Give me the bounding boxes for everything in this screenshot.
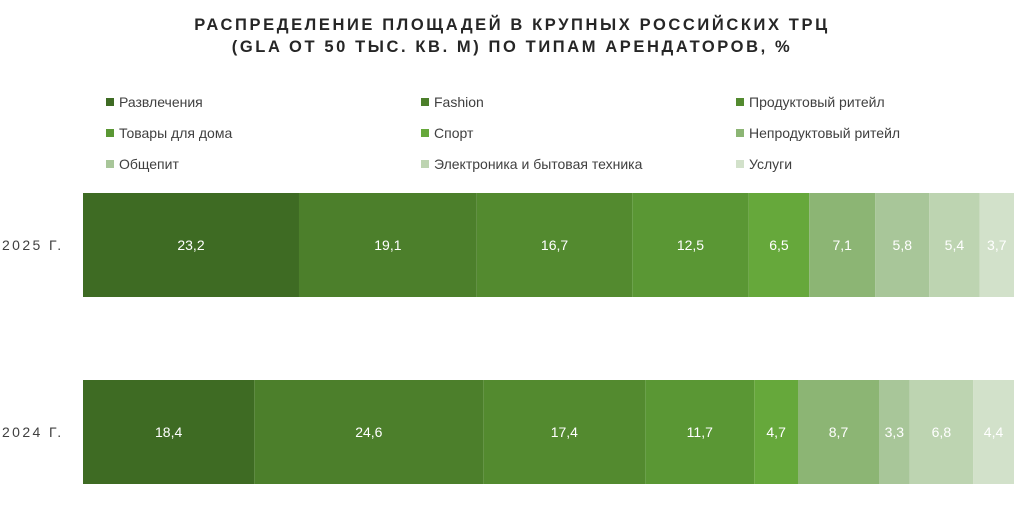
bar-segment <box>632 193 749 297</box>
bar-segment <box>875 193 930 297</box>
bar-segment <box>879 380 910 484</box>
legend-label: Продуктовый ритейл <box>749 94 885 110</box>
bar-segment <box>298 193 477 297</box>
bar-segment <box>909 380 974 484</box>
legend-swatch <box>736 98 744 106</box>
category-label: 2025 Г. <box>2 237 64 253</box>
legend-swatch <box>106 160 114 168</box>
legend-swatch <box>421 98 429 106</box>
data-label: 23,2 <box>177 237 204 253</box>
legend-label: Спорт <box>434 125 474 141</box>
data-label: 17,4 <box>551 424 578 440</box>
legend-item: Товары для дома <box>106 124 232 142</box>
chart-title: РАСПРЕДЕЛЕНИЕ ПЛОЩАДЕЙ В КРУПНЫХ РОССИЙС… <box>0 14 1024 58</box>
bar-segment <box>979 193 1014 297</box>
bar-segment <box>483 380 646 484</box>
legend-label: Fashion <box>434 94 484 110</box>
data-label: 18,4 <box>155 424 182 440</box>
data-label: 11,7 <box>687 424 713 440</box>
bar-segment <box>973 380 1014 484</box>
legend-swatch <box>421 160 429 168</box>
bar-segment <box>798 380 880 484</box>
legend-item: Общепит <box>106 155 179 173</box>
data-label: 5,8 <box>893 237 913 253</box>
legend-item: Развлечения <box>106 93 203 111</box>
data-label: 24,6 <box>355 424 382 440</box>
legend-swatch <box>736 129 744 137</box>
legend-label: Развлечения <box>119 94 203 110</box>
legend-item: Fashion <box>421 93 484 111</box>
legend-item: Электроника и бытовая техника <box>421 155 642 173</box>
data-label: 3,7 <box>987 237 1007 253</box>
legend-label: Непродуктовый ритейл <box>749 125 901 141</box>
bar-segment <box>254 380 484 484</box>
data-label: 4,7 <box>766 424 786 440</box>
legend-label: Услуги <box>749 156 793 172</box>
legend-swatch <box>106 129 114 137</box>
bar-segment <box>929 193 980 297</box>
legend-swatch <box>106 98 114 106</box>
data-label: 8,7 <box>829 424 849 440</box>
data-label: 6,8 <box>932 424 952 440</box>
chart-title-line1: РАСПРЕДЕЛЕНИЕ ПЛОЩАДЕЙ В КРУПНЫХ РОССИЙС… <box>194 16 830 34</box>
legend-label: Электроника и бытовая техника <box>434 156 643 172</box>
legend-swatch <box>421 129 429 137</box>
bar-segment <box>83 193 299 297</box>
data-label: 3,3 <box>885 424 905 440</box>
bar-segment <box>476 193 633 297</box>
legend-item: Продуктовый ритейл <box>736 93 885 111</box>
bar-segment <box>645 380 755 484</box>
legend-item: Непродуктовый ритейл <box>736 124 900 142</box>
bar-segment <box>809 193 876 297</box>
bar-segment <box>754 380 799 484</box>
chart-title-line2: (GLA ОТ 50 ТЫС. КВ. М) ПО ТИПАМ АРЕНДАТО… <box>231 38 793 56</box>
data-label: 5,4 <box>945 237 965 253</box>
legend-swatch <box>736 160 744 168</box>
data-label: 6,5 <box>769 237 789 253</box>
legend-label: Товары для дома <box>119 125 233 141</box>
data-label: 19,1 <box>374 237 401 253</box>
legend-item: Спорт <box>421 124 473 142</box>
data-label: 4,4 <box>984 424 1004 440</box>
category-label: 2024 Г. <box>2 424 64 440</box>
legend-label: Общепит <box>119 156 179 172</box>
data-label: 16,7 <box>541 237 568 253</box>
data-label: 7,1 <box>832 237 852 253</box>
data-label: 12,5 <box>677 237 704 253</box>
bar-segment <box>748 193 810 297</box>
legend-item: Услуги <box>736 155 792 173</box>
bar-segment <box>83 380 255 484</box>
